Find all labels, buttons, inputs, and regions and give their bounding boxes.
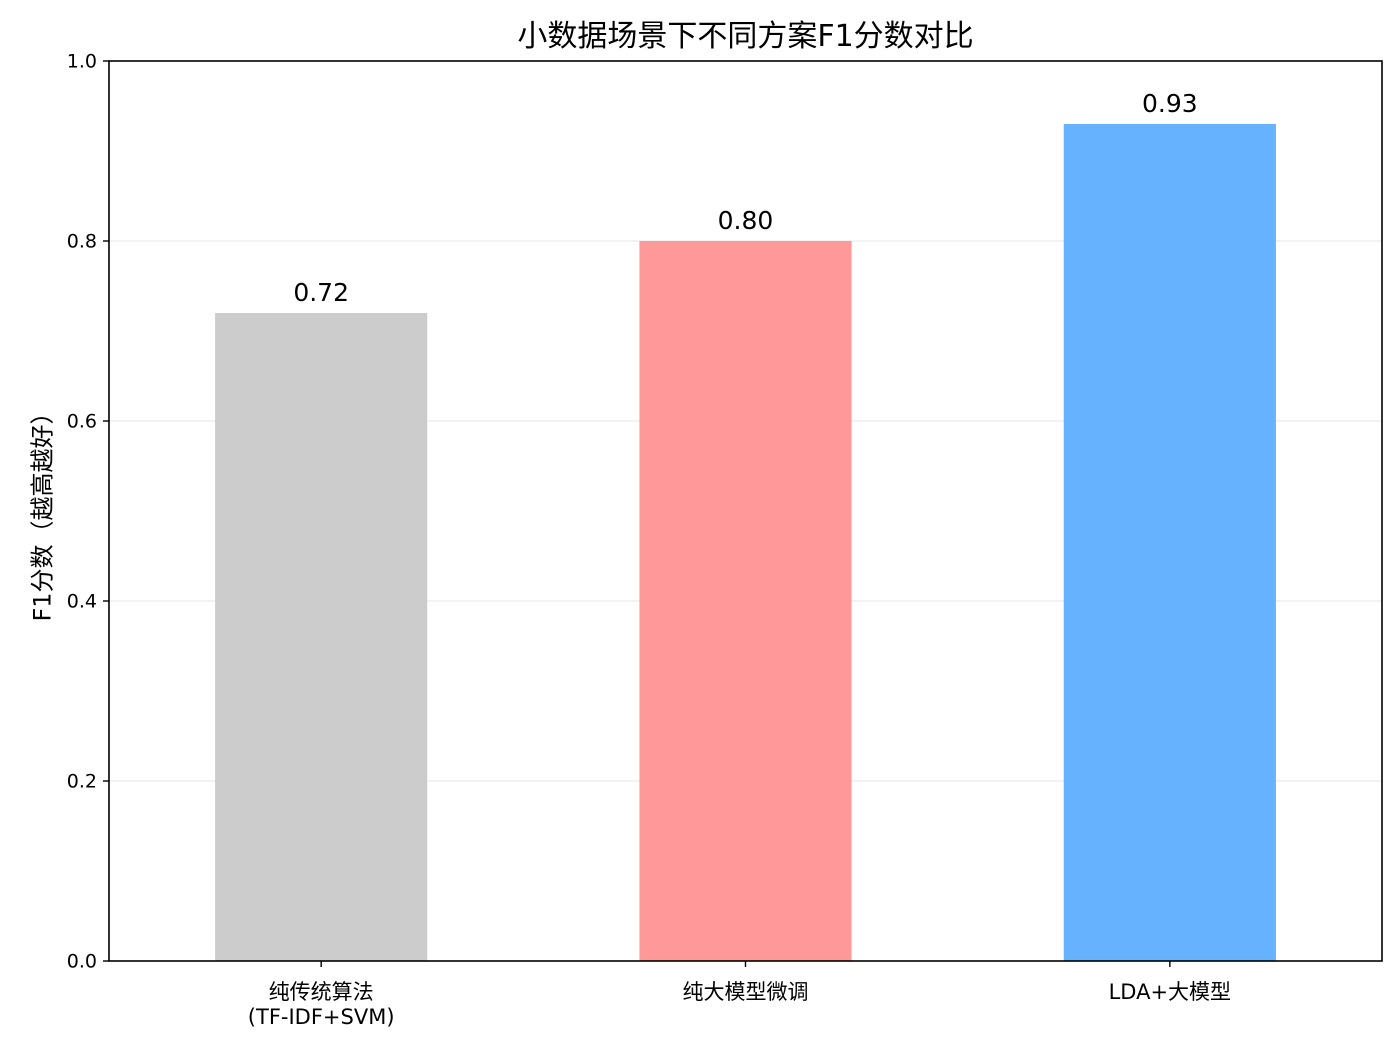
y-tick-label: 0.2: [67, 771, 97, 793]
x-tick-label: (TF-IDF+SVM): [248, 1005, 395, 1029]
bars: [215, 124, 1276, 961]
y-tick-label: 1.0: [67, 51, 97, 73]
y-axis-ticks: 0.0 0.2 0.4 0.6 0.8 1.0: [67, 51, 109, 973]
x-tick-label: 纯传统算法: [269, 980, 374, 1004]
bar-value-label: 0.72: [293, 278, 349, 307]
chart-title: 小数据场景下不同方案F1分数对比: [517, 19, 973, 54]
y-tick-label: 0.4: [67, 591, 97, 613]
bar-value-label: 0.93: [1142, 89, 1198, 118]
bar: [1063, 124, 1276, 961]
y-tick-label: 0.0: [67, 951, 97, 973]
y-tick-label: 0.8: [67, 231, 97, 253]
bar: [215, 313, 428, 961]
bar: [639, 241, 852, 961]
y-tick-label: 0.6: [67, 411, 97, 433]
y-axis-label: F1分数（越高越好）: [28, 400, 56, 621]
data-labels: 0.72 0.80 0.93: [293, 89, 1197, 307]
x-tick-label: LDA+大模型: [1109, 980, 1231, 1004]
x-tick-label: 纯大模型微调: [683, 980, 809, 1004]
bar-value-label: 0.80: [718, 206, 774, 235]
x-axis-ticks: 纯传统算法(TF-IDF+SVM) 纯大模型微调 LDA+大模型: [248, 961, 1231, 1029]
